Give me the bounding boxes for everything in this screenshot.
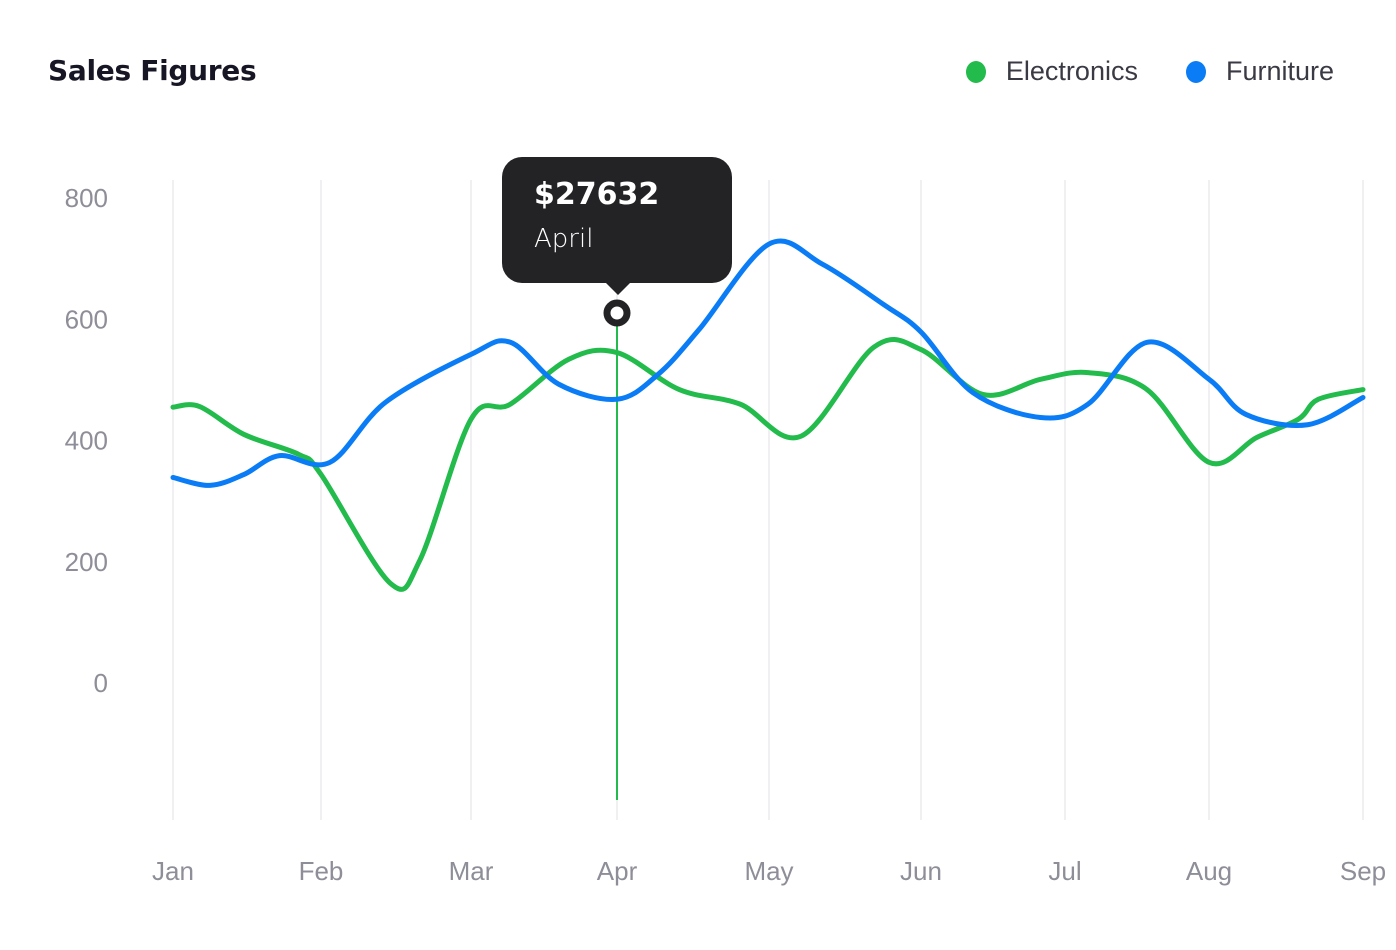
legend-item-electronics[interactable]: Electronics — [965, 56, 1138, 87]
x-tick-label: Mar — [449, 856, 494, 886]
y-tick-label: 400 — [65, 426, 108, 456]
x-tick-label: Feb — [299, 856, 344, 886]
series-line-furniture — [170, 238, 1366, 488]
x-tick-label: Jan — [152, 856, 194, 886]
x-tick-label: Sep — [1340, 856, 1386, 886]
y-tick-label: 200 — [65, 547, 108, 577]
x-tick-label: Jul — [1048, 856, 1081, 886]
chart-title: Sales Figures — [48, 54, 257, 87]
x-tick-label: Aug — [1186, 856, 1232, 886]
furniture-dot-icon — [1185, 60, 1206, 83]
tooltip-label: April — [534, 224, 594, 254]
legend: Electronics Furniture — [965, 56, 1334, 87]
series-line-electronics — [170, 336, 1366, 592]
electronics-dot-icon — [965, 60, 986, 83]
legend-label-electronics: Electronics — [1005, 56, 1138, 86]
tooltip-marker — [603, 299, 631, 327]
tooltip: $27632 April — [502, 157, 732, 295]
y-tick-label: 0 — [94, 668, 108, 698]
legend-label-furniture: Furniture — [1225, 56, 1334, 86]
x-tick-label: May — [744, 856, 793, 886]
x-tick-label: Apr — [597, 856, 638, 886]
tooltip-value: $27632 — [534, 177, 660, 212]
y-tick-label: 800 — [65, 183, 108, 213]
legend-item-furniture[interactable]: Furniture — [1185, 56, 1334, 87]
y-tick-label: 600 — [65, 304, 108, 334]
x-tick-label: Jun — [900, 856, 942, 886]
